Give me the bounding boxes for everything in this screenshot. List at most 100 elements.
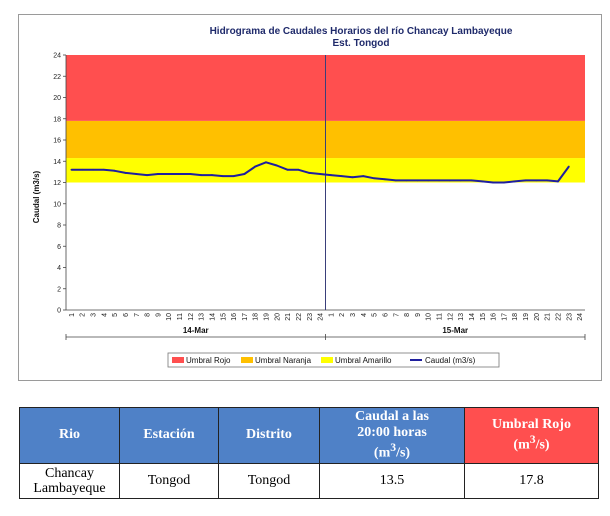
y-tick-label: 24: [53, 53, 61, 60]
data-point: [557, 180, 559, 183]
data-point: [265, 161, 267, 164]
x-tick-label: 18: [512, 313, 519, 321]
chart-legend: Umbral Rojo Umbral Naranja Umbral Amaril…: [167, 352, 500, 368]
x-tick-label: 16: [491, 313, 498, 321]
data-point: [524, 179, 527, 182]
data-point: [81, 168, 84, 171]
x-tick-label: 6: [382, 313, 389, 317]
x-tick-label: 2: [80, 313, 87, 317]
legend-swatch-naranja: [241, 357, 253, 363]
x-tick-label: 2: [339, 313, 346, 317]
data-point: [308, 172, 311, 174]
x-tick-label: 19: [264, 313, 271, 321]
x-tick-label: 5: [372, 313, 379, 317]
x-tick-label: 23: [307, 313, 314, 321]
cell-umbral-rojo: 17.8: [464, 463, 599, 499]
x-tick-label: 6: [123, 313, 130, 317]
data-point: [275, 164, 278, 167]
x-tick-label: 1: [69, 313, 76, 317]
x-tick-label: 4: [101, 313, 108, 317]
x-tick-label: 7: [393, 313, 400, 317]
data-point: [535, 179, 538, 182]
x-tick-label: 15: [480, 313, 487, 321]
legend-label-naranja: Umbral Naranja: [255, 356, 312, 365]
data-point: [503, 181, 505, 184]
data-point: [232, 175, 235, 178]
header-distrito: Distrito: [218, 407, 320, 464]
data-point: [221, 175, 224, 178]
x-tick-label: 16: [231, 313, 238, 321]
legend-label-rojo: Umbral Rojo: [186, 356, 231, 365]
cell-rio: Chancay Lambayeque: [19, 463, 120, 499]
x-tick-label: 15: [220, 313, 227, 321]
x-tick-label: 9: [155, 313, 162, 317]
x-tick-label: 24: [318, 313, 325, 321]
y-tick-label: 14: [53, 159, 61, 166]
data-point: [102, 168, 105, 171]
data-point: [481, 180, 484, 183]
data-point: [416, 179, 419, 182]
y-tick-label: 8: [57, 223, 61, 230]
legend-label-caudal: Caudal (m3/s): [425, 356, 476, 365]
x-tick-label: 14: [469, 313, 476, 321]
data-point: [286, 168, 289, 171]
data-point: [438, 179, 440, 182]
cell-distrito: Tongod: [218, 463, 320, 499]
x-tick-label: 4: [361, 313, 368, 317]
table-row: Chancay Lambayeque Tongod Tongod 13.5 17.…: [19, 463, 599, 499]
x-tick-label: 19: [523, 313, 530, 321]
data-point: [362, 175, 365, 178]
y-axis-label: Caudal (m3/s): [32, 170, 41, 223]
x-tick-label: 23: [566, 313, 573, 321]
y-tick-label: 0: [57, 308, 61, 315]
x-tick-label: 17: [501, 313, 508, 321]
x-tick-label: 11: [177, 313, 184, 320]
legend-label-amarillo: Umbral Amarillo: [335, 356, 392, 365]
legend-swatch-rojo: [172, 357, 184, 363]
x-tick-label: 10: [166, 313, 173, 321]
data-point: [243, 173, 246, 175]
data-point: [200, 174, 203, 176]
day-label: 15-Mar: [442, 326, 468, 335]
x-tick-label: 20: [534, 313, 541, 321]
data-point: [211, 174, 213, 176]
y-tick-label: 12: [53, 180, 61, 187]
cell-estacion: Tongod: [119, 463, 219, 499]
x-tick-label: 18: [253, 313, 260, 321]
x-tick-label: 17: [242, 313, 249, 321]
data-point: [254, 165, 257, 168]
x-tick-label: 22: [296, 313, 303, 321]
x-tick-label: 21: [285, 313, 292, 321]
data-point: [124, 172, 127, 174]
data-point: [373, 177, 376, 180]
x-tick-label: 8: [145, 313, 152, 317]
data-point: [567, 165, 570, 168]
x-tick-label: 22: [555, 313, 562, 321]
y-tick-label: 6: [57, 244, 61, 251]
data-point: [135, 173, 138, 175]
legend-swatch-amarillo: [321, 357, 333, 363]
x-tick-label: 3: [91, 313, 98, 317]
y-tick-label: 22: [53, 74, 61, 81]
x-tick-label: 14: [209, 313, 216, 321]
x-tick-label: 12: [447, 313, 454, 321]
y-tick-label: 4: [57, 265, 61, 272]
data-point: [178, 173, 181, 175]
y-tick-label: 18: [53, 116, 61, 123]
data-point: [459, 179, 462, 182]
data-point: [427, 179, 430, 182]
summary-table: Rio Estación Distrito Caudal a las 20:00 …: [19, 407, 599, 499]
data-point: [546, 179, 549, 182]
header-caudal: Caudal a las 20:00 horas (m3/s): [319, 407, 465, 464]
data-point: [319, 173, 321, 175]
data-point: [189, 173, 192, 175]
data-point: [330, 174, 332, 176]
y-tick-label: 16: [53, 138, 61, 145]
data-point: [167, 173, 170, 175]
y-tick-label: 2: [57, 286, 61, 293]
table-header-row: Rio Estación Distrito Caudal a las 20:00 …: [19, 407, 599, 464]
x-tick-label: 24: [577, 313, 584, 321]
data-point: [394, 179, 397, 182]
x-tick-label: 21: [545, 313, 552, 321]
